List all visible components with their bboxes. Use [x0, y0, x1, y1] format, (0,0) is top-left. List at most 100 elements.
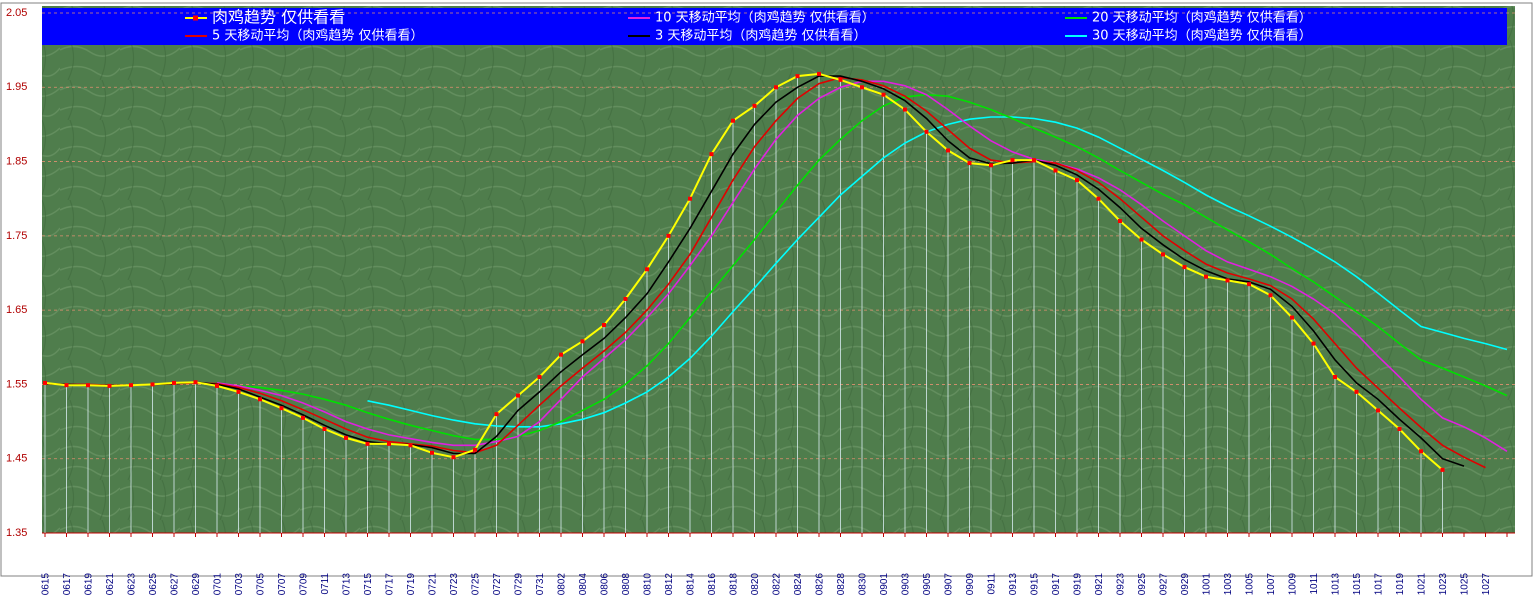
- x-tick-label: 0806: [600, 573, 611, 596]
- point: [1225, 278, 1230, 283]
- x-tick-label: 0621: [105, 573, 116, 596]
- x-tick-label: 0818: [729, 573, 740, 596]
- point: [967, 161, 972, 166]
- x-tick-label: 1001: [1202, 573, 1213, 596]
- x-tick-label: 0804: [578, 573, 589, 596]
- x-tick-label: 0727: [492, 573, 503, 596]
- y-tick-label: 1.85: [6, 155, 27, 167]
- y-tick-label: 1.55: [6, 378, 27, 390]
- x-tick-label: 0903: [901, 573, 912, 596]
- point: [666, 233, 671, 238]
- legend-label: 30 天移动平均（肉鸡趋势 仅供看看）: [1092, 28, 1312, 44]
- x-tick-label: 0812: [664, 573, 675, 596]
- x-tick-label: 0713: [342, 573, 353, 596]
- point: [688, 196, 692, 201]
- x-tick-label: 1003: [1223, 573, 1234, 596]
- x-tick-label: 0810: [643, 573, 654, 596]
- point: [1096, 196, 1101, 201]
- x-tick-label: 0717: [385, 573, 396, 596]
- point: [344, 435, 348, 440]
- point: [1419, 449, 1423, 454]
- x-tick-label: 0907: [944, 573, 955, 596]
- x-tick-label: 0707: [277, 573, 288, 596]
- x-tick-label: 0929: [1180, 573, 1191, 596]
- point: [172, 380, 176, 385]
- x-tick-label: 0905: [922, 573, 933, 596]
- x-tick-label: 1027: [1481, 573, 1492, 596]
- x-tick-label: 0921: [1094, 573, 1105, 596]
- x-tick-label: 0911: [987, 573, 998, 595]
- x-tick-label: 0715: [363, 573, 374, 596]
- legend-band: [42, 8, 1507, 45]
- y-tick-label: 2.05: [6, 7, 27, 19]
- point: [752, 103, 757, 108]
- point: [1247, 282, 1251, 287]
- point: [473, 447, 477, 452]
- point: [64, 383, 69, 388]
- point: [86, 383, 90, 388]
- point: [322, 427, 327, 431]
- point: [43, 380, 47, 385]
- point: [1290, 315, 1294, 320]
- x-tick-label: 1017: [1374, 573, 1385, 596]
- x-tick-label: 0725: [471, 573, 482, 596]
- point: [731, 118, 735, 123]
- point: [1376, 408, 1380, 413]
- x-tick-label: 0723: [449, 573, 460, 596]
- x-tick-label: 0731: [535, 573, 546, 596]
- plot-area: [42, 6, 1515, 533]
- point: [408, 443, 413, 448]
- x-tick-label: 0909: [965, 573, 976, 596]
- point: [1010, 158, 1015, 163]
- legend-label: 3 天移动平均（肉鸡趋势 仅供看看）: [655, 28, 867, 44]
- point: [1204, 274, 1208, 279]
- y-tick-label: 1.95: [6, 81, 27, 93]
- point: [1075, 178, 1079, 183]
- point: [924, 129, 929, 134]
- series-line: [238, 93, 1508, 441]
- point: [774, 85, 778, 90]
- point: [1161, 252, 1165, 257]
- point: [365, 441, 370, 446]
- point: [881, 92, 886, 97]
- y-tick-label: 1.65: [6, 304, 27, 316]
- x-tick-label: 1025: [1460, 573, 1471, 596]
- x-tick-label: 0820: [750, 573, 761, 596]
- point: [860, 85, 864, 90]
- x-tick-label: 1005: [1245, 573, 1256, 596]
- x-tick-label: 0617: [62, 573, 73, 596]
- x-tick-label: 0709: [299, 573, 310, 596]
- point: [451, 455, 456, 460]
- point: [107, 383, 112, 388]
- x-tick-label: 1007: [1266, 573, 1277, 596]
- legend-marker: [193, 15, 198, 21]
- point: [795, 74, 800, 79]
- point: [903, 107, 907, 112]
- x-tick-label: 1009: [1288, 573, 1299, 596]
- x-tick-label: 1023: [1438, 573, 1449, 596]
- point: [1354, 389, 1359, 394]
- point: [1268, 293, 1273, 298]
- y-tick-label: 1.35: [6, 527, 27, 539]
- legend-label: 5 天移动平均（肉鸡趋势 仅供看看）: [212, 28, 424, 44]
- x-tick-label: 0828: [836, 573, 847, 596]
- point: [1053, 168, 1058, 173]
- x-tick-label: 0919: [1073, 573, 1084, 596]
- point: [709, 152, 714, 157]
- x-tick-label: 1015: [1352, 573, 1363, 596]
- x-tick-label: 0629: [191, 573, 202, 596]
- x-tick-label: 0913: [1008, 573, 1019, 596]
- x-tick-label: 0925: [1137, 573, 1148, 596]
- point: [1333, 375, 1337, 379]
- legend-label: 肉鸡趋势 仅供看看: [212, 8, 345, 27]
- point: [838, 77, 843, 82]
- point: [623, 297, 628, 301]
- x-tick-label: 0814: [686, 573, 697, 596]
- x-tick-label: 0917: [1051, 573, 1062, 596]
- point: [129, 383, 133, 388]
- series-line: [44, 76, 1486, 469]
- series-line: [44, 72, 1444, 471]
- point: [1311, 341, 1316, 346]
- point: [1032, 158, 1036, 163]
- x-tick-label: 0619: [84, 573, 95, 596]
